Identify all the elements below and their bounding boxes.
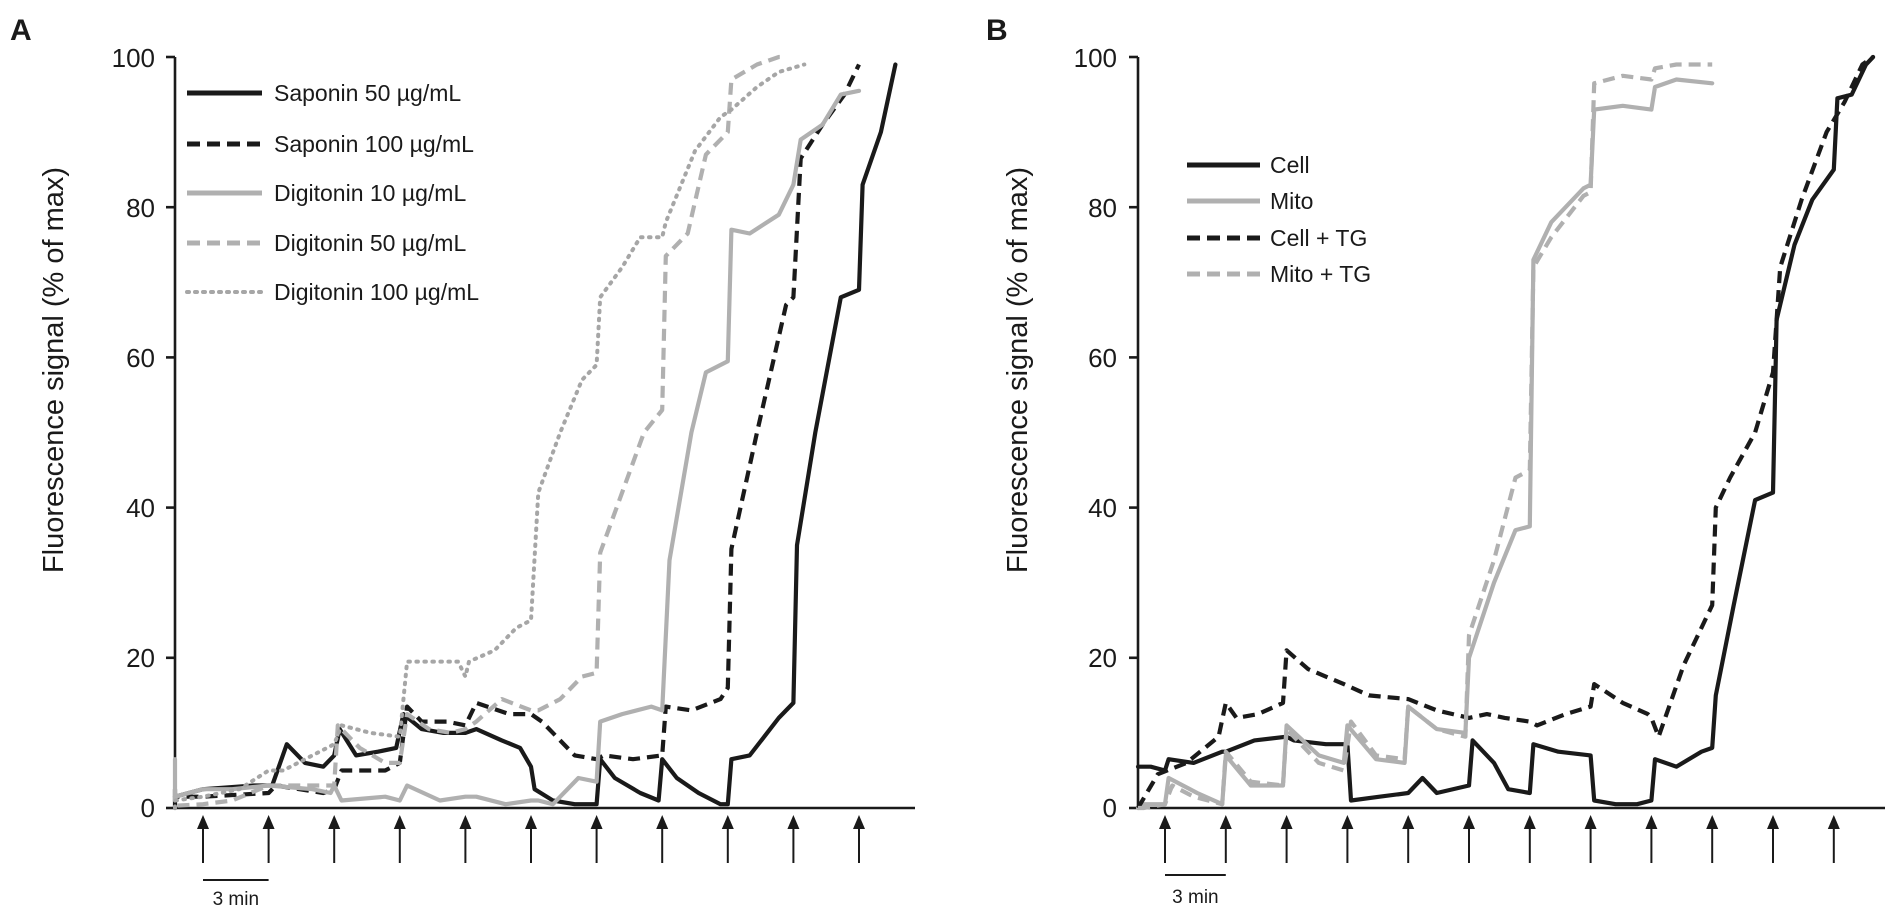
y-axis-title-b: Fluorescence signal (% of max): [1002, 167, 1034, 573]
plot-area-b: [1135, 54, 1876, 811]
y-axis-title-a: Fluorescence signal (% of max): [38, 167, 70, 573]
legend-item: Cell + TG: [1187, 225, 1367, 251]
y-tick-label-b-40: 40: [1088, 493, 1117, 523]
legend-label: Cell: [1270, 152, 1310, 178]
y-tick-label-b-60: 60: [1088, 343, 1117, 373]
legend-a: Saponin 50 µg/mL Saponin 100 µg/mL Digit…: [185, 80, 479, 305]
arrow-up-icon: [1645, 815, 1658, 863]
legend-label: Saponin 50 µg/mL: [274, 80, 461, 106]
arrow-up-icon: [262, 815, 275, 863]
arrow-up-icon: [328, 815, 341, 863]
legend-item: Saponin 50 µg/mL: [187, 80, 461, 106]
scale-bar-label-a: 3 min: [213, 889, 259, 910]
y-axis-a: 0 20 40 60 80 100: [112, 43, 915, 823]
arrow-up-icon: [393, 815, 406, 863]
series-line-digitonin-10-g-ml: [172, 88, 862, 807]
scale-bar-a: 3 min: [203, 879, 269, 910]
arrow-up-icon: [1219, 815, 1232, 863]
legend-label: Saponin 100 µg/mL: [274, 131, 474, 157]
arrow-up-icon: [459, 815, 472, 863]
y-tick-label-a-80: 80: [126, 193, 155, 223]
legend-label: Mito + TG: [1270, 261, 1371, 287]
legend-item: Mito: [1187, 188, 1313, 214]
y-tick-label-b-100: 100: [1074, 43, 1117, 73]
series-line-mito-tg: [1138, 62, 1713, 811]
legend-item: Saponin 100 µg/mL: [187, 131, 474, 157]
y-tick-label-a-20: 20: [126, 643, 155, 673]
panel-b: B Fluorescence signal (% of max) 0 20 40…: [986, 14, 1885, 908]
y-tick-label-a-60: 60: [126, 343, 155, 373]
arrow-up-icon: [1584, 815, 1597, 863]
legend-b: Cell Mito Cell + TG Mito + TG: [1187, 152, 1371, 287]
scale-bar-label-b: 3 min: [1172, 887, 1218, 908]
arrow-up-icon: [656, 815, 669, 863]
y-tick-label-b-80: 80: [1088, 193, 1117, 223]
arrow-up-icon: [1523, 815, 1536, 863]
arrow-up-icon: [590, 815, 603, 863]
panel-label-b: B: [986, 14, 1008, 47]
arrow-up-icon: [1706, 815, 1719, 863]
y-tick-label-b-0: 0: [1103, 793, 1117, 823]
series-line-digitonin-100-g-ml: [173, 62, 807, 810]
y-axis-b: 0 20 40 60 80 100: [1074, 43, 1885, 823]
arrow-up-icon: [1280, 815, 1293, 863]
legend-label: Digitonin 10 µg/mL: [274, 180, 466, 206]
plot-area-a: [172, 54, 898, 811]
arrow-up-icon: [1402, 815, 1415, 863]
legend-label: Digitonin 100 µg/mL: [274, 279, 479, 305]
y-tick-label-b-20: 20: [1088, 643, 1117, 673]
arrow-up-icon: [853, 815, 865, 863]
arrow-up-icon: [1463, 815, 1475, 863]
legend-item: Cell: [1187, 152, 1310, 178]
legend-label: Mito: [1270, 188, 1313, 214]
series-line-cell-tg: [1136, 55, 1875, 810]
series-line-saponin-50-g-ml: [172, 62, 898, 811]
arrow-up-icon: [787, 815, 800, 863]
legend-item: Mito + TG: [1187, 261, 1371, 287]
panel-label-a: A: [10, 14, 32, 47]
arrow-up-icon: [525, 815, 537, 863]
arrow-up-icon: [721, 815, 734, 863]
legend-label: Cell + TG: [1270, 225, 1367, 251]
y-tick-label-a-100: 100: [112, 43, 155, 73]
legend-item: Digitonin 100 µg/mL: [185, 279, 479, 305]
arrow-up-icon: [197, 815, 209, 863]
arrow-up-icon: [1341, 815, 1354, 863]
panel-a: A Fluorescence signal (% of max) 0 20 40…: [10, 14, 915, 910]
series-line-digitonin-50-g-ml: [172, 54, 787, 808]
scale-bar-b: 3 min: [1165, 874, 1226, 908]
arrow-up-icon: [1827, 815, 1840, 863]
legend-label: Digitonin 50 µg/mL: [274, 230, 466, 256]
injection-arrows-b: [1159, 815, 1840, 863]
arrow-up-icon: [1767, 815, 1779, 863]
series-line-mito: [1135, 77, 1715, 811]
injection-arrows-a: [197, 815, 865, 863]
series-line-saponin-100-g-ml: [172, 63, 861, 799]
y-tick-label-a-0: 0: [141, 793, 155, 823]
y-tick-label-a-40: 40: [126, 493, 155, 523]
series-line-cell: [1135, 54, 1876, 807]
arrow-up-icon: [1159, 815, 1171, 863]
legend-item: Digitonin 50 µg/mL: [187, 230, 466, 256]
legend-item: Digitonin 10 µg/mL: [187, 180, 466, 206]
